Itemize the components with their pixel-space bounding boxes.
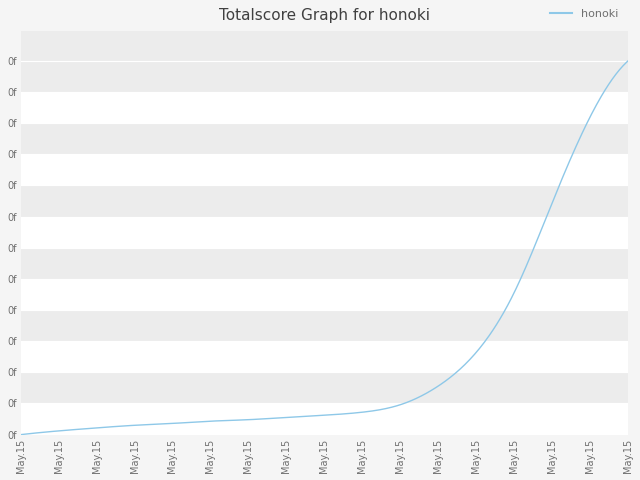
Legend: honoki: honoki [545, 4, 623, 23]
Bar [20, 185, 628, 216]
Bar [20, 279, 628, 310]
Bar [20, 310, 628, 341]
Bar [20, 154, 628, 185]
Bar [20, 61, 628, 92]
Title: Totalscore Graph for honoki: Totalscore Graph for honoki [219, 8, 430, 23]
Bar [20, 123, 628, 154]
Bar [20, 372, 628, 404]
Bar [20, 216, 628, 248]
Bar [20, 341, 628, 372]
Bar [20, 248, 628, 279]
Bar [20, 92, 628, 123]
Bar [20, 404, 628, 434]
